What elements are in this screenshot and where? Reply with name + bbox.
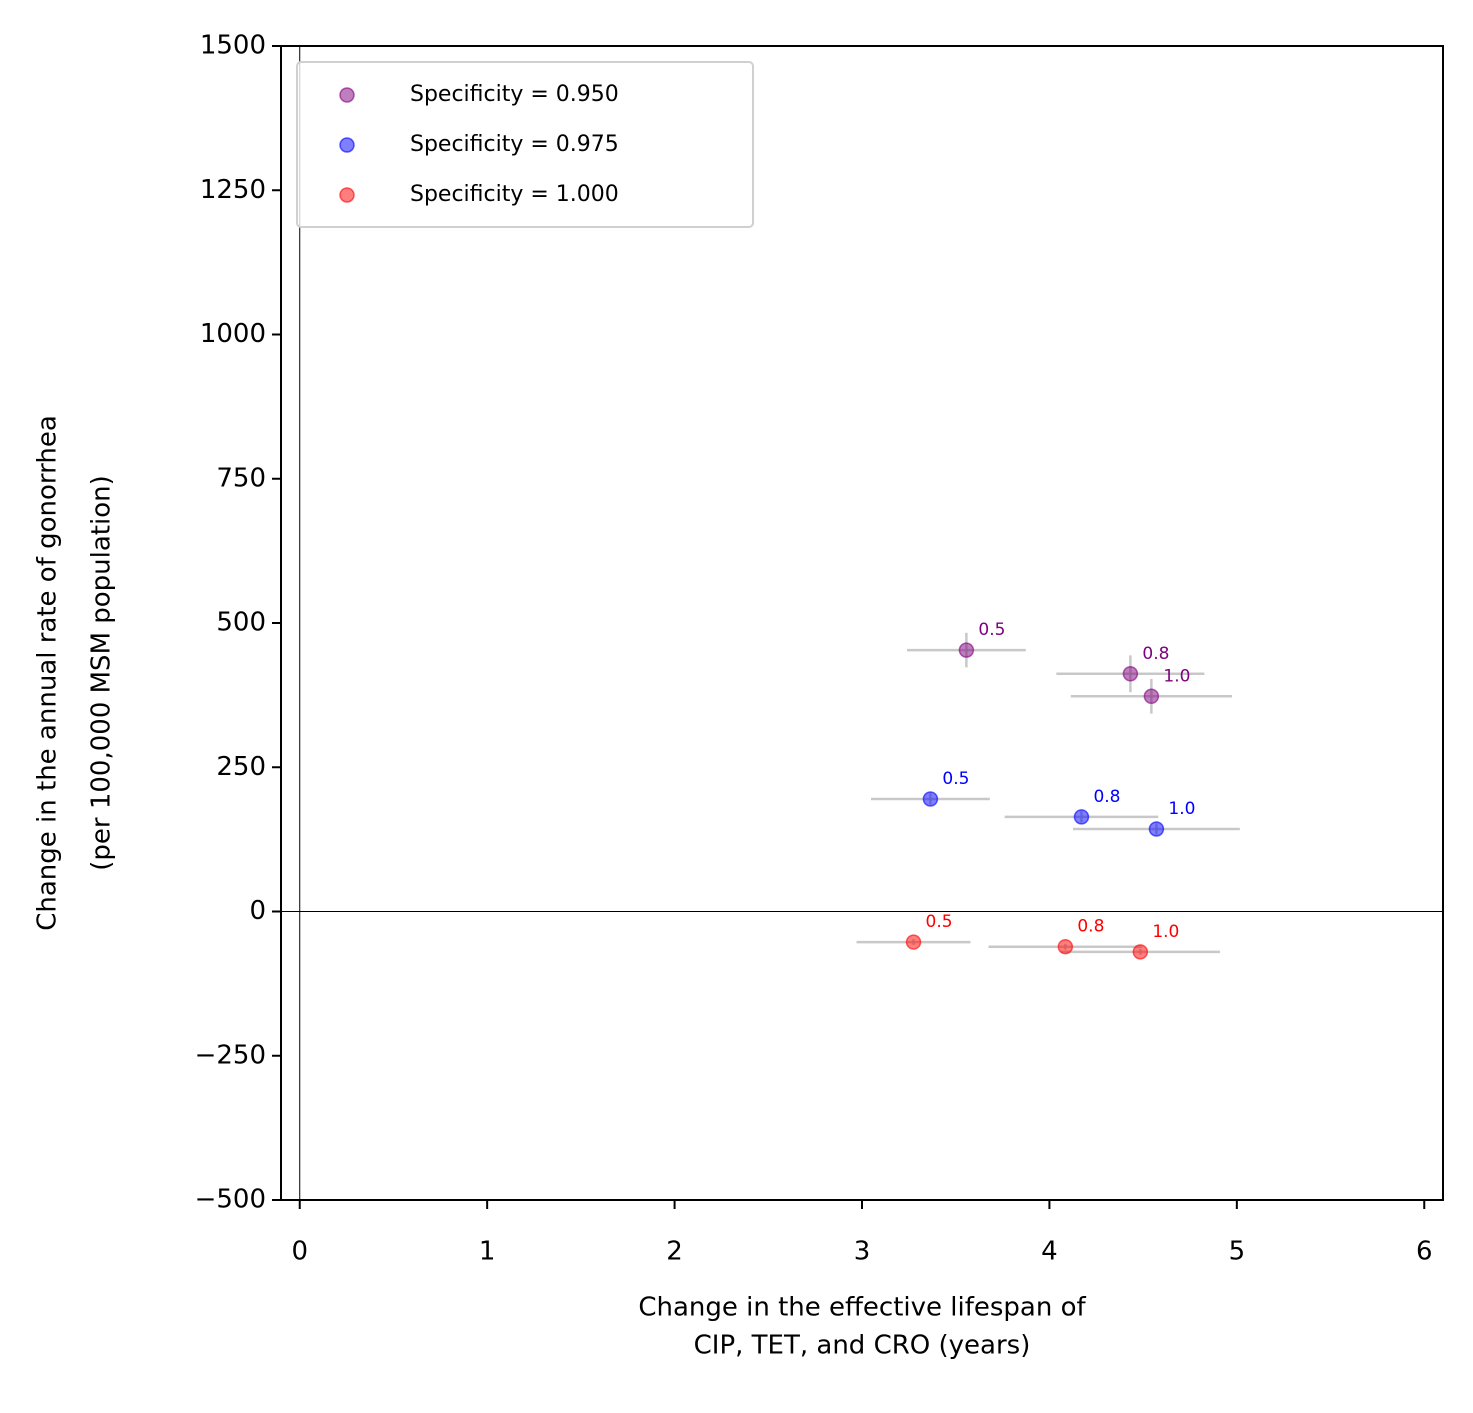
y-tick-label: −250 bbox=[195, 1040, 266, 1070]
point bbox=[1148, 821, 1165, 837]
y-axis-label: Change in the annual rate of gonorrhea bbox=[33, 415, 63, 931]
point bbox=[1122, 666, 1139, 682]
y-tick-label: 0 bbox=[249, 896, 266, 926]
x-tick-label: 6 bbox=[1416, 1237, 1433, 1267]
x-tick-label: 5 bbox=[1229, 1237, 1246, 1267]
point-label: 1.0 bbox=[1168, 799, 1195, 819]
point bbox=[905, 934, 922, 950]
y-tick-label: 1250 bbox=[200, 175, 266, 205]
point-label: 0.5 bbox=[926, 912, 953, 932]
x-tick-label: 4 bbox=[1041, 1237, 1058, 1267]
point-label: 0.5 bbox=[978, 620, 1005, 640]
legend-box bbox=[296, 61, 754, 228]
legend-label: Specificity = 0.975 bbox=[410, 132, 619, 157]
y-tick-label: 1000 bbox=[200, 319, 266, 349]
y-tick-label: 250 bbox=[216, 752, 266, 782]
point bbox=[1132, 944, 1149, 960]
plot-frame bbox=[280, 45, 1444, 1201]
point-label: 0.8 bbox=[1142, 644, 1169, 664]
point bbox=[1143, 688, 1160, 705]
point-label: 0.5 bbox=[942, 769, 969, 789]
x-tick-label: 2 bbox=[666, 1237, 683, 1267]
legend-marker bbox=[339, 137, 355, 153]
y-tick-label: −500 bbox=[195, 1185, 266, 1215]
legend-label: Specificity = 1.000 bbox=[410, 182, 619, 207]
legend-marker bbox=[339, 187, 355, 203]
y-axis-label: (per 100,000 MSM population) bbox=[87, 475, 117, 871]
x-axis-label: CIP, TET, and CRO (years) bbox=[694, 1331, 1031, 1361]
point bbox=[1057, 938, 1074, 955]
point-label: 0.8 bbox=[1093, 787, 1120, 807]
x-tick-label: 1 bbox=[479, 1237, 496, 1267]
y-tick-label: 1500 bbox=[200, 31, 266, 61]
x-tick-label: 3 bbox=[854, 1237, 871, 1267]
point-label: 1.0 bbox=[1152, 922, 1179, 942]
point bbox=[1073, 809, 1090, 825]
point bbox=[958, 642, 975, 658]
x-tick-label: 0 bbox=[291, 1237, 308, 1267]
point-label: 1.0 bbox=[1163, 666, 1190, 686]
x-axis-label: Change in the effective lifespan of bbox=[638, 1293, 1086, 1323]
point-label: 0.8 bbox=[1077, 917, 1104, 937]
legend-label: Specificity = 0.950 bbox=[410, 82, 619, 107]
point bbox=[922, 791, 939, 807]
y-tick-label: 750 bbox=[216, 463, 266, 493]
y-tick-label: 500 bbox=[216, 608, 266, 638]
legend-marker bbox=[339, 87, 355, 103]
